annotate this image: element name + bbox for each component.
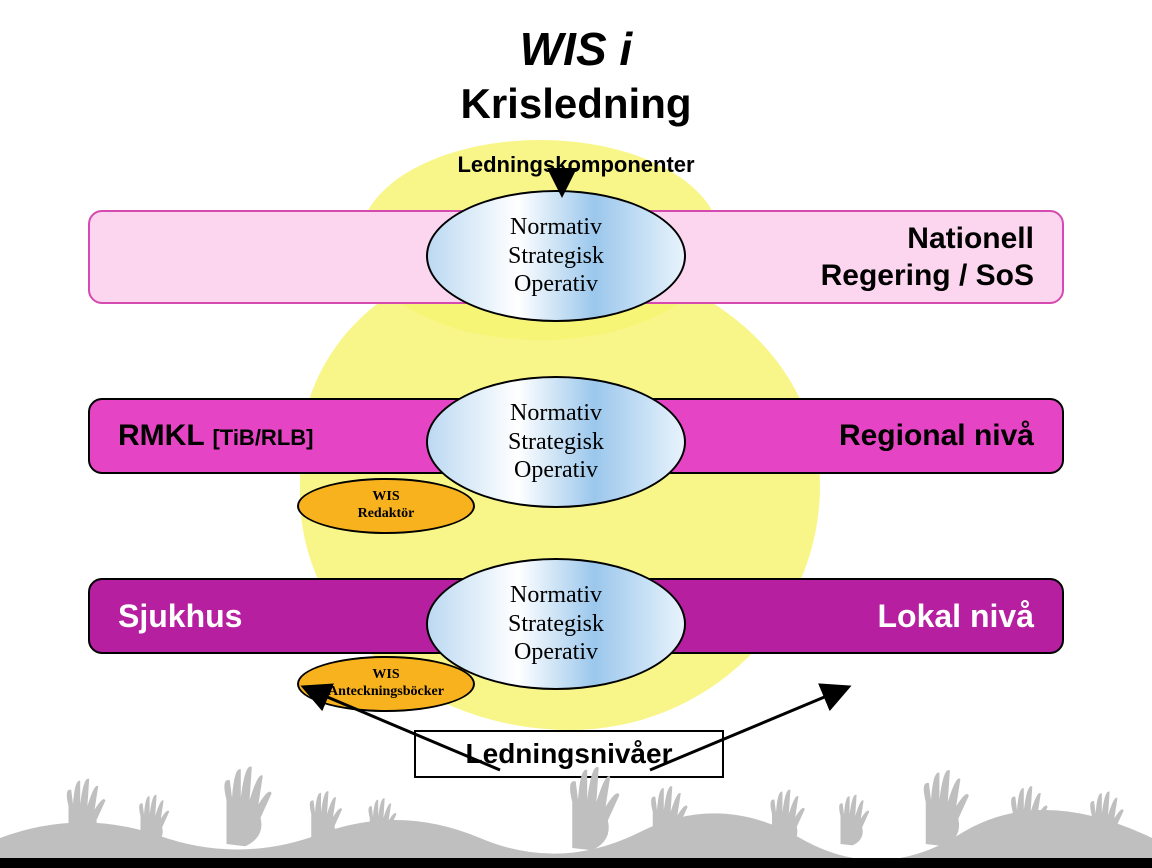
footer-black-bar [0,858,1152,868]
arrow-components-down [0,0,1152,868]
hands-layer [0,748,1152,858]
